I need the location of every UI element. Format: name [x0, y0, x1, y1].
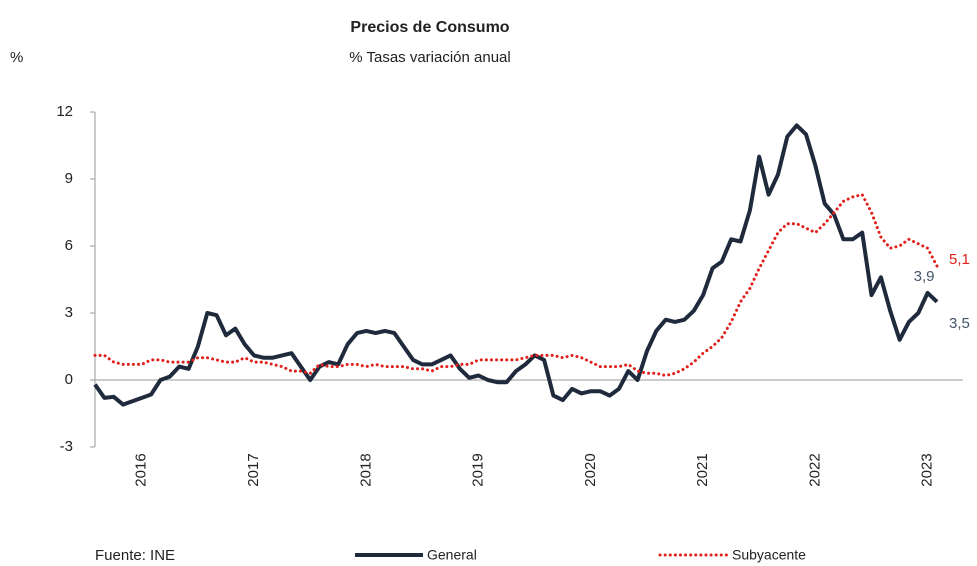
x-tick-label: 2020 [582, 453, 599, 486]
y-axis-label: % [10, 49, 23, 66]
legend-label: Subyacente [732, 547, 806, 563]
x-tick-label: 2017 [245, 453, 262, 486]
line-series [93, 123, 939, 407]
chart-subtitle: % Tasas variación anual [349, 49, 510, 66]
y-tick-label: 0 [65, 371, 73, 388]
y-tick-label: -3 [60, 438, 73, 455]
x-tick-label: 2018 [357, 453, 374, 486]
data-label: 3,5 [949, 315, 970, 332]
x-tick-label: 2022 [806, 453, 823, 486]
x-tick-label: 2016 [133, 453, 150, 486]
y-tick-label: 9 [65, 170, 73, 187]
line-series [93, 193, 939, 377]
y-tick-label: 3 [65, 304, 73, 321]
data-label: 3,9 [914, 268, 935, 285]
legend-label: General [427, 547, 477, 563]
x-tick-label: 2023 [919, 453, 936, 486]
y-tick-label: 6 [65, 237, 73, 254]
source: Fuente: INE [95, 547, 175, 564]
chart-title: Precios de Consumo [350, 19, 509, 36]
y-tick-label: 12 [56, 103, 73, 120]
x-tick-label: 2019 [470, 453, 487, 486]
data-label: 5,1 [949, 251, 970, 268]
x-tick-label: 2021 [694, 453, 711, 486]
